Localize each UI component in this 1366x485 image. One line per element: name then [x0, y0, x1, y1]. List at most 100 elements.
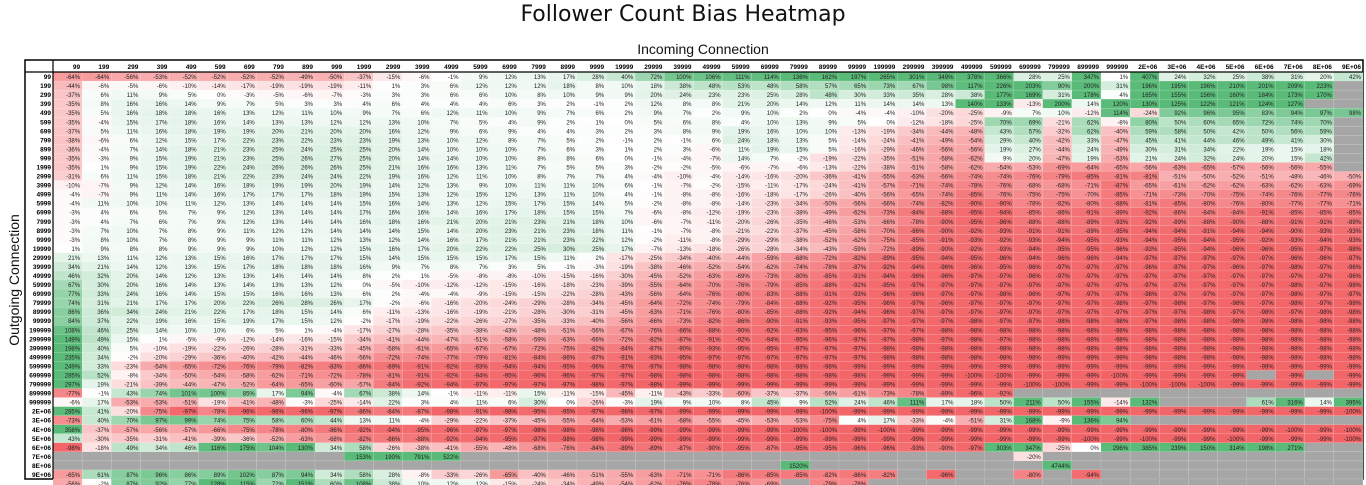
cell-value-label: 87% — [126, 473, 139, 479]
heatmap-cell — [1217, 388, 1247, 398]
y-tick-label: 7E+06 — [32, 454, 51, 461]
cell-value-label: -96% — [1347, 274, 1362, 280]
cell-value-label: 316% — [1287, 401, 1303, 407]
cell-value-label: -91% — [1056, 229, 1071, 235]
cell-value-label: 60% — [1203, 120, 1216, 126]
cell-value-label: -93% — [1027, 238, 1042, 244]
cell-value-label: 108% — [65, 328, 81, 334]
heatmap-cell — [984, 98, 1014, 109]
cell-value-label: -96% — [1231, 247, 1246, 253]
cell-value-label: 17% — [243, 193, 256, 199]
cell-value-label: 9% — [217, 211, 226, 217]
cell-value-label: -93% — [969, 238, 984, 244]
cell-value-label: -75% — [1231, 193, 1246, 199]
cell-value-label: 16% — [243, 256, 256, 262]
cell-value-label: 4% — [1119, 93, 1128, 99]
cell-value-label: -37% — [66, 129, 81, 135]
cell-value-label: 175% — [239, 446, 255, 452]
cell-value-label: -6% — [99, 84, 110, 90]
cell-value-label: 16% — [214, 111, 227, 117]
heatmap-cell — [1304, 388, 1335, 398]
cell-value-label: -19% — [212, 401, 227, 407]
cell-value-label: 7% — [479, 265, 488, 271]
cell-value-label: -56% — [1143, 165, 1158, 171]
cell-value-label: -37% — [794, 392, 809, 398]
cell-value-label: -97% — [1289, 310, 1304, 316]
cell-value-label: -63% — [648, 473, 663, 479]
cell-value-label: 19% — [214, 129, 227, 135]
cell-value-label: 12% — [650, 102, 663, 108]
cell-value-label: 25% — [359, 165, 372, 171]
cell-value-label: -99% — [1056, 428, 1071, 434]
cell-value-label: 25% — [359, 147, 372, 153]
cell-value-label: -98% — [794, 374, 809, 380]
cell-value-label: -98% — [1201, 346, 1216, 352]
heatmap-cell — [1246, 478, 1276, 485]
cell-value-label: 19% — [301, 184, 314, 190]
cell-value-label: 12% — [417, 184, 430, 190]
heatmap-cell — [1013, 388, 1043, 398]
cell-value-label: 21% — [1145, 156, 1158, 162]
cell-value-label: -99% — [765, 383, 780, 389]
cell-value-label: -99% — [1318, 437, 1333, 443]
y-tick-label: 4E+06 — [32, 427, 51, 434]
heatmap-cell — [984, 117, 1014, 127]
y-tick-label: 999999 — [29, 400, 51, 407]
cell-value-label: 33% — [97, 292, 110, 298]
heatmap-cell — [955, 451, 985, 462]
cell-value-label: 23% — [243, 156, 256, 162]
cell-value-label: -98% — [1172, 346, 1187, 352]
cell-value-label: 72% — [650, 75, 663, 81]
cell-value-label: 12% — [476, 202, 489, 208]
cell-value-label: 15% — [214, 256, 227, 262]
cell-value-label: -98% — [1260, 355, 1275, 361]
cell-value-label: -97% — [1172, 256, 1187, 262]
cell-value-label: 18% — [185, 120, 198, 126]
cell-value-label: -38% — [881, 165, 896, 171]
cell-value-label: 15% — [214, 265, 227, 271]
cell-value-label: 19% — [155, 319, 168, 325]
cell-value-label: -18% — [561, 283, 576, 289]
cell-value-label: -76% — [241, 364, 256, 370]
heatmap-cell — [1217, 451, 1247, 462]
cell-value-label: -84% — [619, 346, 634, 352]
cell-value-label: 26% — [272, 165, 285, 171]
cell-value-label: 9% — [246, 238, 255, 244]
cell-value-label: -99% — [1260, 364, 1275, 370]
cell-value-label: -55% — [474, 446, 489, 452]
cell-value-label: -91% — [474, 410, 489, 416]
x-tick-label: 39999 — [673, 64, 691, 71]
cell-value-label: 169% — [1025, 93, 1041, 99]
cell-value-label: 170% — [1317, 93, 1333, 99]
cell-value-label: -97% — [1085, 292, 1100, 298]
cell-value-label: -72% — [532, 346, 547, 352]
cell-value-label: 209% — [1287, 84, 1303, 90]
cell-value-label: 4% — [741, 120, 750, 126]
cell-value-label: -97% — [1260, 292, 1275, 298]
cell-value-label: 58% — [272, 419, 285, 425]
heatmap-cell — [1217, 469, 1247, 480]
cell-value-label: -66% — [939, 175, 954, 181]
heatmap-cell — [1129, 460, 1160, 471]
cell-value-label: 14% — [330, 310, 343, 316]
cell-value-label: -34% — [357, 337, 372, 343]
cell-value-label: -97% — [1231, 283, 1246, 289]
cell-value-label: -21% — [503, 310, 518, 316]
cell-value-label: -14% — [736, 175, 751, 181]
cell-value-label: 20% — [1320, 75, 1333, 81]
cell-value-label: -16% — [299, 337, 314, 343]
cell-value-label: 9% — [217, 247, 226, 253]
cell-value-label: 27% — [1029, 147, 1042, 153]
heatmap-cell — [664, 451, 694, 462]
cell-value-label: -56% — [969, 147, 984, 153]
cell-value-label: -97% — [1114, 310, 1129, 316]
cell-value-label: 46% — [1233, 138, 1246, 144]
cell-value-label: -99% — [969, 437, 984, 443]
cell-value-label: -98% — [1201, 310, 1216, 316]
cell-value-label: 378% — [967, 75, 983, 81]
heatmap-cell — [1275, 460, 1305, 471]
cell-value-label: 14% — [185, 193, 198, 199]
cell-value-label: -97% — [474, 383, 489, 389]
heatmap-cell — [373, 460, 403, 471]
cell-value-label: 19% — [97, 383, 110, 389]
